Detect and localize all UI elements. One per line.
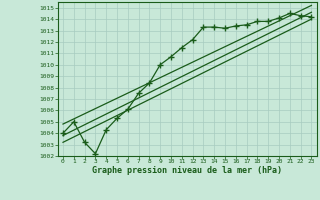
X-axis label: Graphe pression niveau de la mer (hPa): Graphe pression niveau de la mer (hPa) (92, 166, 282, 175)
